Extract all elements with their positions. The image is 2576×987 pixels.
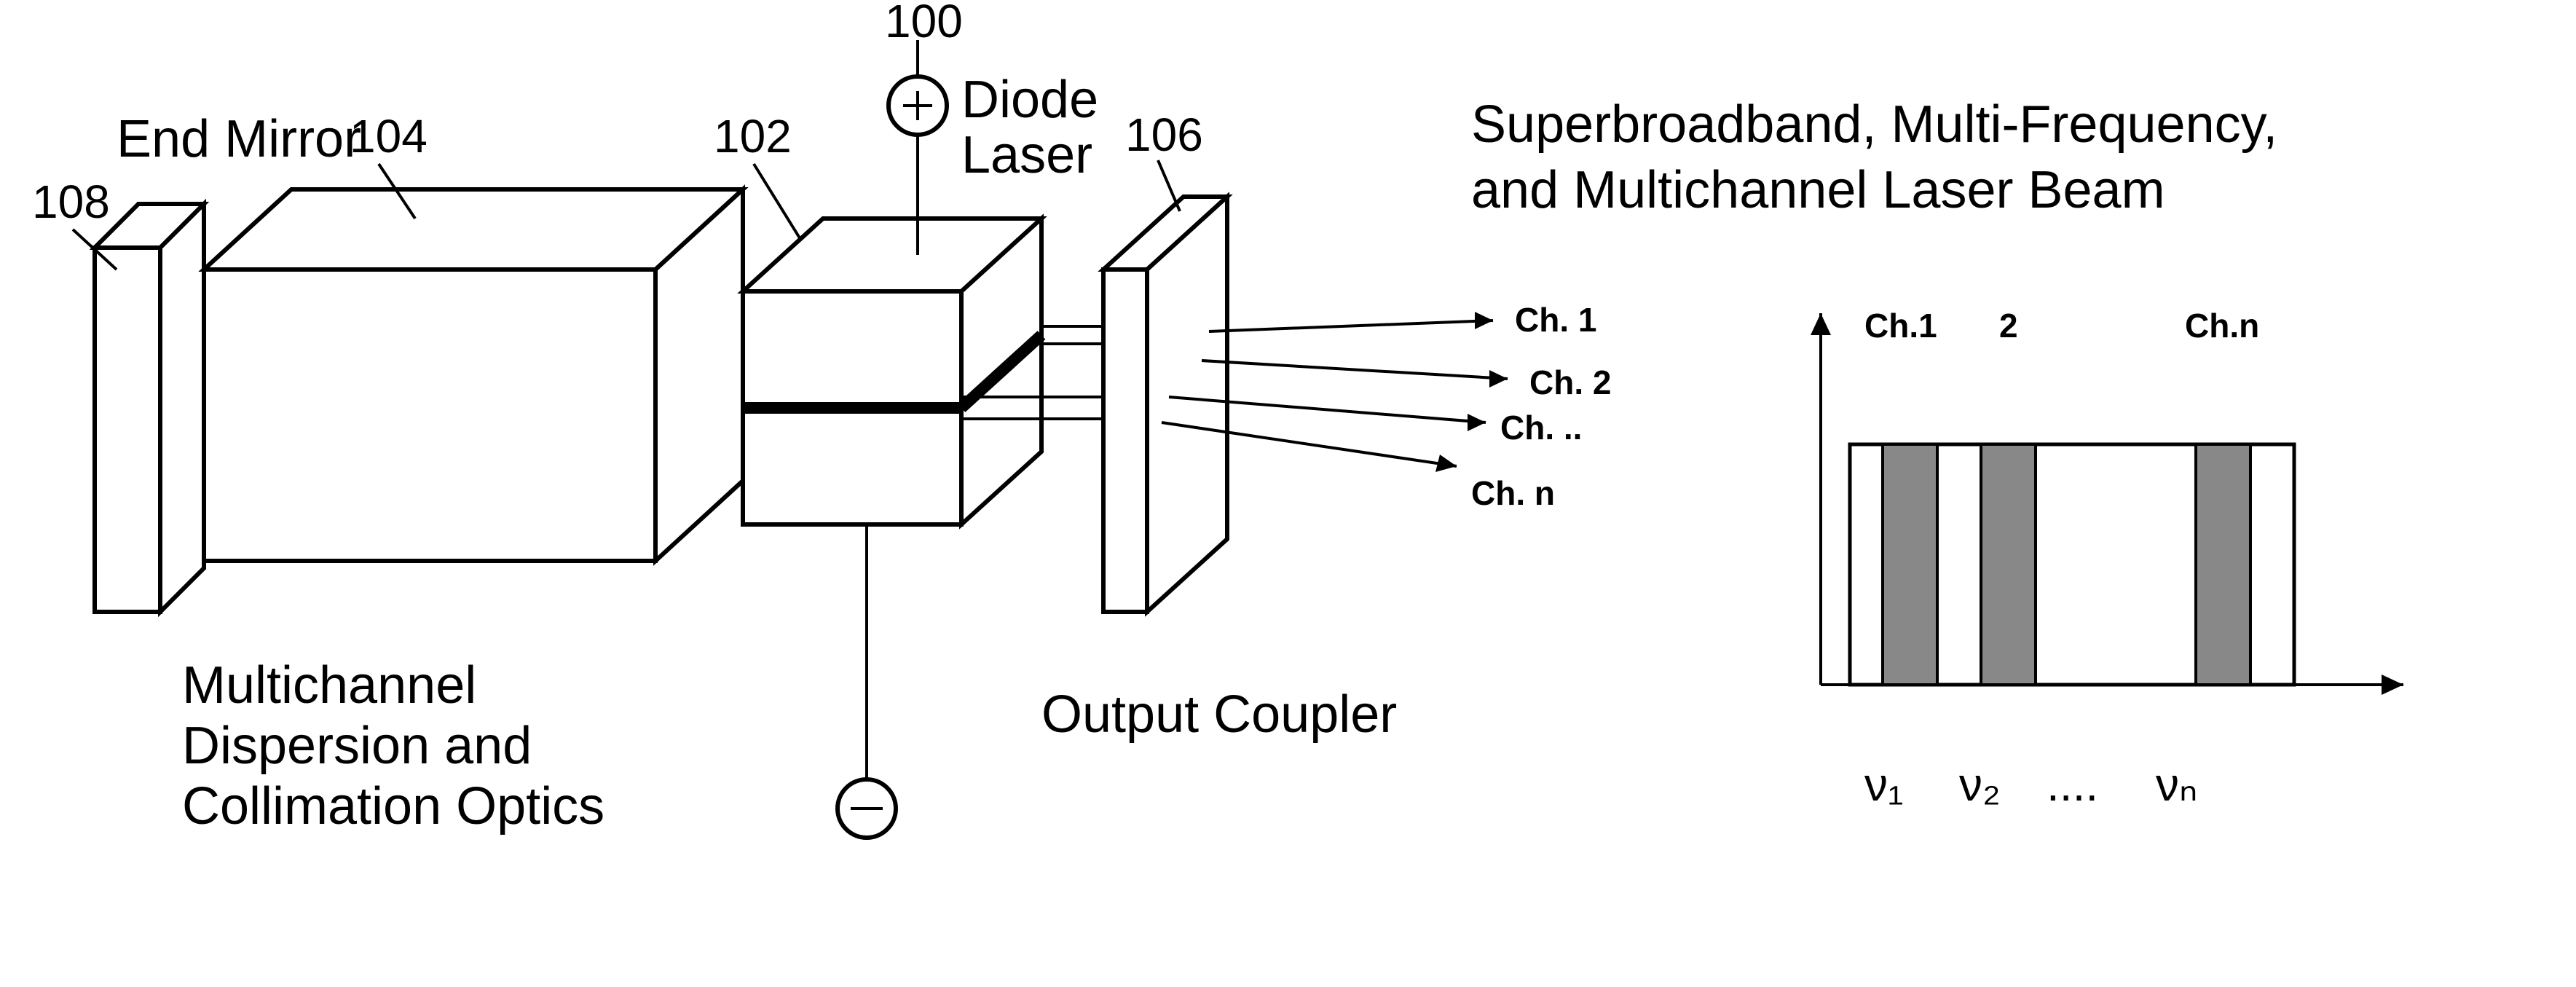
optics-box [204,189,743,561]
label-nu1: ν₁ [1864,758,1904,811]
label-nun: νₙ [2156,758,2198,812]
ref-106: 106 [1125,108,1203,162]
label-chn: Ch. n [1471,473,1555,513]
ref-102: 102 [714,109,792,163]
label-title-right-2: and Multichannel Laser Beam [1471,160,2165,220]
label-multichannel-optics: Multichannel Dispersion and Collimation … [182,656,604,836]
spectrum-plot [1811,313,2403,695]
label-nudots: .... [2047,758,2098,811]
ref-108: 108 [32,175,110,229]
label-chdots: Ch. .. [1500,408,1582,447]
label-output-coupler: Output Coupler [1041,685,1397,744]
label-nu2: ν₂ [1959,758,2001,811]
output-coupler [1103,197,1227,612]
label-end-mirror: End Mirror [117,109,361,169]
label-spec-chn: Ch.n [2185,306,2259,345]
diode-laser-box [743,219,1041,524]
label-spec-ch2: 2 [1999,306,2018,345]
label-title-right-1: Superbroadband, Multi-Frequency, [1471,95,2277,154]
diagram-canvas: End Mirror 104 108 102 100 106 Diode Las… [0,0,2576,987]
label-ch1: Ch. 1 [1515,300,1596,339]
label-diode-laser: Diode Laser [961,73,1098,183]
label-spec-ch1: Ch.1 [1864,306,1937,345]
ref-100: 100 [885,0,963,48]
ref-104: 104 [350,109,428,163]
label-ch2: Ch. 2 [1529,363,1611,402]
